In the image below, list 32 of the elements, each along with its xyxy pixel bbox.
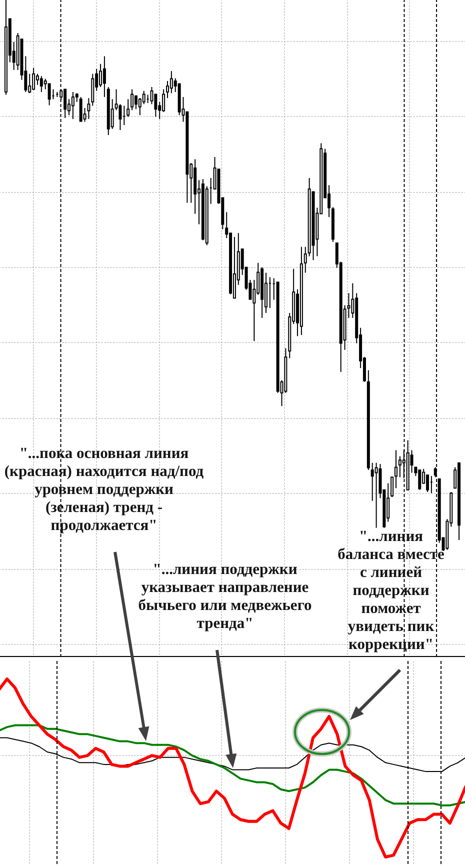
candlestick: [87, 98, 90, 120]
candlestick: [142, 90, 146, 105]
candlestick: [154, 94, 158, 118]
candlestick: [162, 88, 166, 112]
candlestick: [418, 470, 422, 490]
candlestick: [398, 456, 402, 478]
candlestick: [370, 462, 374, 502]
annotation: "...линия баланса вместе с линией поддержки поможет увидеть пик коррекции": [338, 528, 445, 653]
candlestick: [91, 73, 94, 106]
candlestick: [374, 462, 378, 528]
candlestick: [304, 246, 307, 274]
candlestick: [390, 476, 394, 498]
candlestick: [28, 73, 32, 94]
candlestick: [40, 76, 43, 93]
candlestick: [99, 63, 102, 88]
candlestick: [426, 474, 430, 493]
candlestick: [394, 450, 398, 489]
candlestick: [134, 95, 138, 110]
candlestick: [130, 88, 134, 111]
candlestick: [79, 96, 82, 122]
candlestick: [32, 67, 36, 90]
candlestick: [48, 83, 51, 106]
candlestick: [71, 92, 74, 120]
candlestick: [170, 70, 173, 94]
candlestick: [102, 56, 106, 98]
candlestick: [264, 272, 268, 314]
candlestick: [126, 98, 130, 118]
annotation: "...пока основная линия (красная) находится над/под уровнем поддержки (зеленая) тренд - продолжается": [4, 445, 204, 534]
candlestick: [166, 80, 169, 99]
candlestick: [64, 88, 67, 118]
candlestick: [138, 98, 142, 116]
text: "...линия поддержки указывает направление бычьего или медвежьего тренда": [138, 561, 312, 632]
